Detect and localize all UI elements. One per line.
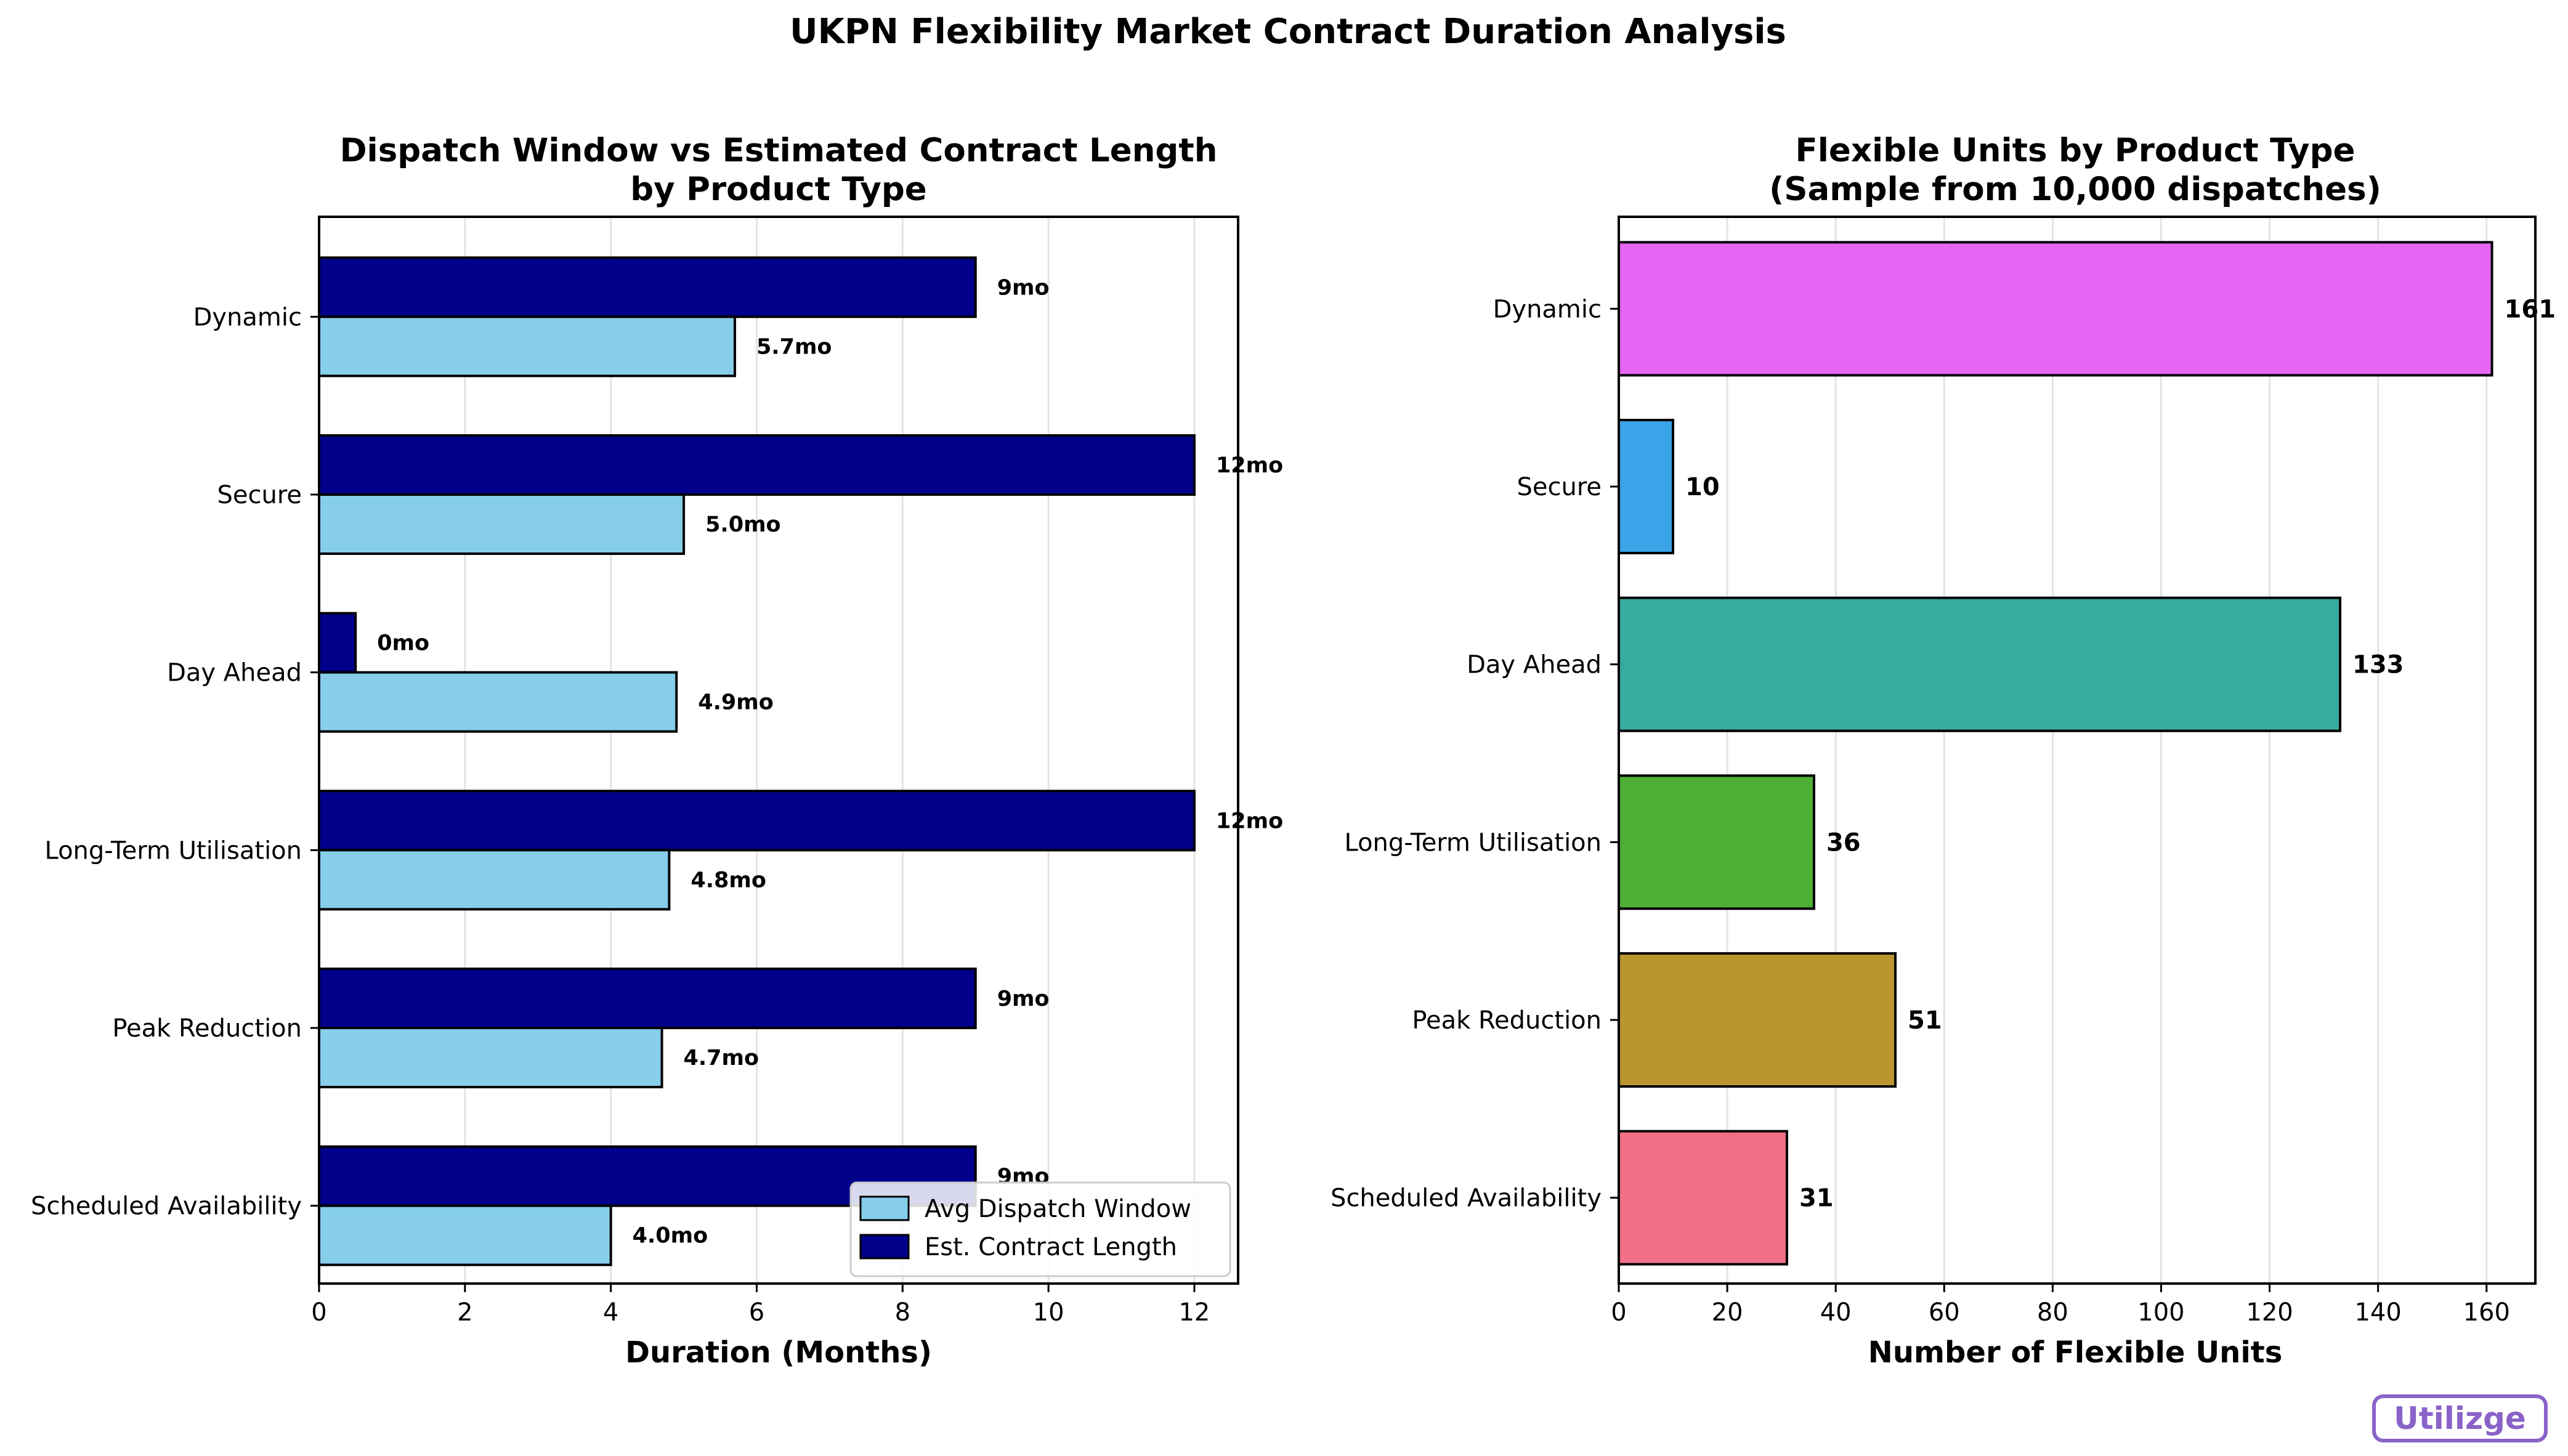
x-tick-label-120: 120 bbox=[2246, 1298, 2293, 1327]
units-chart-bars bbox=[1618, 241, 2493, 1266]
duration-chart: Dispatch Window vs Estimated Contract Le… bbox=[31, 132, 1283, 1370]
duration-chart-title-line1: Dispatch Window vs Estimated Contract Le… bbox=[340, 132, 1218, 169]
utilizge-logo-badge: Utilizge bbox=[2372, 1394, 2548, 1442]
y-label-long-term-utilisation: Long-Term Utilisation bbox=[45, 836, 302, 865]
x-tick-label-140: 140 bbox=[2354, 1298, 2401, 1327]
units-chart-title-line2: (Sample from 10,000 dispatches) bbox=[1769, 171, 2381, 208]
x-tick-label-0: 0 bbox=[1611, 1298, 1626, 1327]
bar-units-dynamic bbox=[1618, 241, 2493, 377]
x-tick-label-60: 60 bbox=[1929, 1298, 1960, 1327]
units-chart-title-line1: Flexible Units by Product Type bbox=[1796, 132, 2355, 169]
bar-avg-dispatch-window-long-term-utilisation bbox=[318, 849, 671, 911]
bar-units-long-term-utilisation bbox=[1618, 774, 1815, 910]
label-avg-dispatch-window-long-term-utilisation: 4.8mo bbox=[691, 868, 766, 892]
bar-est-contract-length-secure bbox=[318, 434, 1196, 496]
x-tick-label-80: 80 bbox=[2037, 1298, 2068, 1327]
x-tick-label-100: 100 bbox=[2137, 1298, 2184, 1327]
label-est-contract-length-day-ahead: 0mo bbox=[377, 631, 429, 656]
y-label-secure: Secure bbox=[217, 481, 302, 509]
duration-chart-y-axis-labels: Dynamic Secure Day Ahead Long-Term Utilisat… bbox=[31, 303, 319, 1221]
y-label-secure: Secure bbox=[1517, 473, 1602, 501]
bar-units-day-ahead bbox=[1618, 596, 2342, 732]
duration-chart-x-axis-ticks: 0 2 4 6 8 10 12 bbox=[311, 1284, 1210, 1327]
units-chart-x-axis-ticks: 0 20 40 60 80 100 120 140 160 bbox=[1611, 1284, 2510, 1327]
label-units-long-term-utilisation: 36 bbox=[1826, 828, 1861, 857]
label-est-contract-length-secure: 12mo bbox=[1216, 453, 1283, 478]
bar-units-secure bbox=[1618, 419, 1675, 554]
y-label-scheduled-availability: Scheduled Availability bbox=[1331, 1184, 1602, 1213]
y-label-peak-reduction: Peak Reduction bbox=[1412, 1006, 1602, 1035]
duration-chart-gridlines bbox=[318, 217, 1196, 1284]
figure-title: UKPN Flexibility Market Contract Duratio… bbox=[790, 12, 1786, 52]
units-chart-gridlines bbox=[1618, 217, 2488, 1284]
label-units-day-ahead: 133 bbox=[2352, 651, 2404, 679]
y-label-dynamic: Dynamic bbox=[1493, 295, 1602, 323]
y-label-dynamic: Dynamic bbox=[193, 303, 302, 331]
label-units-dynamic: 161 bbox=[2505, 295, 2556, 323]
y-label-scheduled-availability: Scheduled Availability bbox=[31, 1192, 302, 1221]
legend-swatch-avg-dispatch-window bbox=[859, 1195, 910, 1221]
bar-avg-dispatch-window-scheduled-availability bbox=[318, 1204, 612, 1266]
bar-units-scheduled-availability bbox=[1618, 1130, 1788, 1266]
y-label-day-ahead: Day Ahead bbox=[1467, 651, 1602, 679]
label-avg-dispatch-window-secure: 5.0mo bbox=[705, 512, 781, 537]
label-est-contract-length-dynamic: 9mo bbox=[997, 275, 1050, 300]
legend-label-avg-dispatch-window: Avg Dispatch Window bbox=[925, 1195, 1191, 1223]
x-tick-label-8: 8 bbox=[895, 1298, 910, 1327]
y-label-peak-reduction: Peak Reduction bbox=[112, 1014, 302, 1043]
bar-avg-dispatch-window-dynamic bbox=[318, 315, 736, 378]
y-label-day-ahead: Day Ahead bbox=[167, 659, 302, 687]
bar-avg-dispatch-window-peak-reduction bbox=[318, 1027, 663, 1088]
label-est-contract-length-peak-reduction: 9mo bbox=[997, 987, 1050, 1011]
units-chart-axes-frame bbox=[1618, 216, 2537, 1285]
bar-avg-dispatch-window-day-ahead bbox=[318, 671, 678, 733]
label-avg-dispatch-window-peak-reduction: 4.7mo bbox=[684, 1046, 759, 1070]
units-chart-y-axis-labels: Dynamic Secure Day Ahead Long-Term Utilisat… bbox=[1331, 295, 1619, 1213]
x-tick-label-6: 6 bbox=[749, 1298, 764, 1327]
legend-swatch-est-contract-length bbox=[859, 1234, 910, 1260]
label-units-peak-reduction: 51 bbox=[1908, 1006, 1942, 1035]
duration-chart-legend: Avg Dispatch Window Est. Contract Length bbox=[849, 1181, 1231, 1277]
duration-chart-data-labels: 9mo 5.7mo 12mo 5.0mo 0mo 4.9mo 12mo 4.8mo 9mo 4.7… bbox=[377, 275, 1283, 1248]
legend-box bbox=[849, 1181, 1231, 1277]
bar-units-peak-reduction bbox=[1618, 952, 1897, 1088]
duration-chart-title-line2: by Product Type bbox=[630, 171, 927, 208]
x-tick-label-40: 40 bbox=[1820, 1298, 1852, 1327]
bar-avg-dispatch-window-secure bbox=[318, 493, 686, 555]
x-tick-label-160: 160 bbox=[2463, 1298, 2510, 1327]
label-avg-dispatch-window-dynamic: 5.7mo bbox=[756, 334, 832, 359]
units-chart: Flexible Units by Product Type (Sample f… bbox=[1331, 132, 2556, 1370]
duration-chart-bars bbox=[318, 256, 1196, 1266]
x-tick-label-2: 2 bbox=[457, 1298, 472, 1327]
x-tick-label-4: 4 bbox=[603, 1298, 618, 1327]
bar-est-contract-length-peak-reduction bbox=[318, 968, 977, 1029]
label-units-scheduled-availability: 31 bbox=[1799, 1184, 1834, 1213]
y-label-long-term-utilisation: Long-Term Utilisation bbox=[1345, 828, 1602, 857]
units-chart-data-labels: 161 10 133 36 51 31 bbox=[1685, 295, 2556, 1212]
bar-est-contract-length-dynamic bbox=[318, 256, 977, 318]
duration-chart-x-axis-label: Duration (Months) bbox=[625, 1335, 932, 1370]
x-tick-label-12: 12 bbox=[1178, 1298, 1210, 1327]
duration-chart-axes-frame bbox=[318, 216, 1239, 1285]
x-tick-label-0: 0 bbox=[311, 1298, 326, 1327]
label-est-contract-length-long-term-utilisation: 12mo bbox=[1216, 809, 1283, 833]
legend-label-est-contract-length: Est. Contract Length bbox=[925, 1233, 1177, 1261]
x-tick-label-20: 20 bbox=[1712, 1298, 1743, 1327]
x-tick-label-10: 10 bbox=[1033, 1298, 1064, 1327]
label-avg-dispatch-window-day-ahead: 4.9mo bbox=[698, 690, 774, 715]
bar-est-contract-length-day-ahead bbox=[318, 612, 357, 674]
label-avg-dispatch-window-scheduled-availability: 4.0mo bbox=[633, 1224, 708, 1248]
units-chart-x-axis-label: Number of Flexible Units bbox=[1868, 1335, 2283, 1370]
bar-est-contract-length-long-term-utilisation bbox=[318, 790, 1196, 852]
label-units-secure: 10 bbox=[1685, 473, 1720, 501]
